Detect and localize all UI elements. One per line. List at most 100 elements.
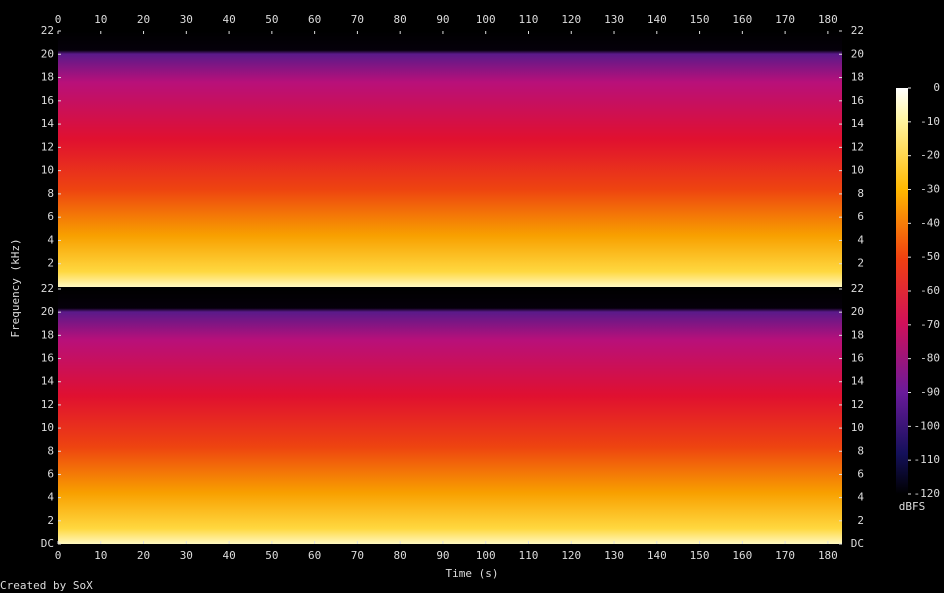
x-tick-label: 70 [351, 549, 364, 562]
y-tick-label: 18 [41, 328, 54, 341]
x-tick-label: 100 [476, 549, 496, 562]
spectrogram-panel [58, 31, 842, 287]
colorbar [896, 88, 908, 494]
x-tick-label: 140 [647, 549, 667, 562]
x-tick-label: 130 [604, 13, 624, 26]
y-tick-label: 22 [851, 24, 864, 37]
y-tick-label: 8 [47, 444, 54, 457]
y-tick-label: 4 [47, 491, 54, 504]
x-tick-label: 70 [351, 13, 364, 26]
x-tick-label: 60 [308, 13, 321, 26]
x-tick-label: 160 [732, 13, 752, 26]
y-tick-label: DC [41, 537, 54, 550]
colorbar-tick-label: -50 [920, 250, 940, 263]
y-tick-label: 2 [857, 257, 864, 270]
y-tick-label: 6 [47, 210, 54, 223]
y-tick-label: 16 [41, 94, 54, 107]
colorbar-tick-label: -20 [920, 149, 940, 162]
y-tick-label: DC [851, 537, 864, 550]
spectrogram-panel [58, 289, 842, 544]
y-tick-label: 4 [47, 233, 54, 246]
x-tick-label: 80 [394, 549, 407, 562]
x-tick-label: 150 [690, 13, 710, 26]
y-tick-label: 10 [41, 164, 54, 177]
colorbar-tick-label: -110 [914, 453, 941, 466]
x-tick-label: 180 [818, 549, 838, 562]
x-tick-label: 110 [519, 549, 539, 562]
y-tick-label: 16 [851, 94, 864, 107]
x-tick-label: 40 [222, 13, 235, 26]
y-tick-label: 22 [41, 24, 54, 37]
y-tick-label: 20 [851, 305, 864, 318]
y-tick-label: 8 [47, 187, 54, 200]
colorbar-tick-label: 0 [933, 81, 940, 94]
y-tick-label: 6 [47, 467, 54, 480]
y-tick-label: 2 [857, 514, 864, 527]
colorbar-tick-label: -10 [920, 115, 940, 128]
x-tick-label: 10 [94, 549, 107, 562]
x-tick-label: 120 [561, 13, 581, 26]
y-tick-label: 18 [41, 71, 54, 84]
y-tick-label: 12 [851, 140, 864, 153]
y-tick-label: 4 [857, 491, 864, 504]
x-tick-label: 40 [222, 549, 235, 562]
x-tick-label: 50 [265, 549, 278, 562]
x-tick-label: 120 [561, 549, 581, 562]
colorbar-tick-label: -30 [920, 183, 940, 196]
colorbar-tick-label: -40 [920, 216, 940, 229]
colorbar-tick-label: -80 [920, 352, 940, 365]
y-tick-label: 12 [41, 398, 54, 411]
x-tick-label: 180 [818, 13, 838, 26]
y-tick-label: 14 [851, 117, 865, 130]
x-tick-label: 170 [775, 549, 795, 562]
y-tick-label: 6 [857, 210, 864, 223]
y-tick-label: 22 [41, 282, 54, 295]
y-tick-label: 10 [851, 164, 864, 177]
x-tick-label: 110 [519, 13, 539, 26]
y-tick-label: 12 [41, 140, 54, 153]
footer: Created by SoX [0, 579, 93, 592]
y-tick-label: 10 [41, 421, 54, 434]
x-tick-label: 140 [647, 13, 667, 26]
y-tick-label: 12 [851, 398, 864, 411]
x-tick-label: 0 [55, 549, 62, 562]
x-tick-label: 60 [308, 549, 321, 562]
x-tick-label: 170 [775, 13, 795, 26]
colorbar-label: dBFS [899, 500, 926, 513]
x-tick-label: 30 [180, 13, 193, 26]
x-tick-label: 30 [180, 549, 193, 562]
x-tick-label: 150 [690, 549, 710, 562]
y-tick-label: 2 [47, 257, 54, 270]
y-tick-label: 8 [857, 187, 864, 200]
x-tick-label: 10 [94, 13, 107, 26]
y-tick-label: 20 [851, 47, 864, 60]
y-tick-label: 8 [857, 444, 864, 457]
colorbar-tick-label: -60 [920, 284, 940, 297]
x-tick-label: 90 [436, 13, 449, 26]
colorbar-tick-label: -100 [914, 419, 941, 432]
x-tick-label: 50 [265, 13, 278, 26]
y-tick-label: 18 [851, 71, 864, 84]
colorbar-tick-label: -90 [920, 386, 940, 399]
y-tick-label: 14 [851, 375, 865, 388]
x-tick-label: 130 [604, 549, 624, 562]
y-axis-label: Frequency (kHz) [9, 238, 22, 337]
x-tick-label: 80 [394, 13, 407, 26]
y-tick-label: 6 [857, 467, 864, 480]
x-tick-label: 20 [137, 13, 150, 26]
colorbar-tick-label: -120 [914, 487, 941, 500]
y-tick-label: 16 [851, 352, 864, 365]
x-tick-label: 0 [55, 13, 62, 26]
x-tick-label: 90 [436, 549, 449, 562]
x-tick-label: 20 [137, 549, 150, 562]
y-tick-label: 4 [857, 233, 864, 246]
y-tick-label: 20 [41, 305, 54, 318]
y-tick-label: 14 [41, 375, 55, 388]
y-tick-label: 10 [851, 421, 864, 434]
x-tick-label: 160 [732, 549, 752, 562]
y-tick-label: 14 [41, 117, 55, 130]
y-tick-label: 20 [41, 47, 54, 60]
y-tick-label: 18 [851, 328, 864, 341]
y-tick-label: 16 [41, 352, 54, 365]
